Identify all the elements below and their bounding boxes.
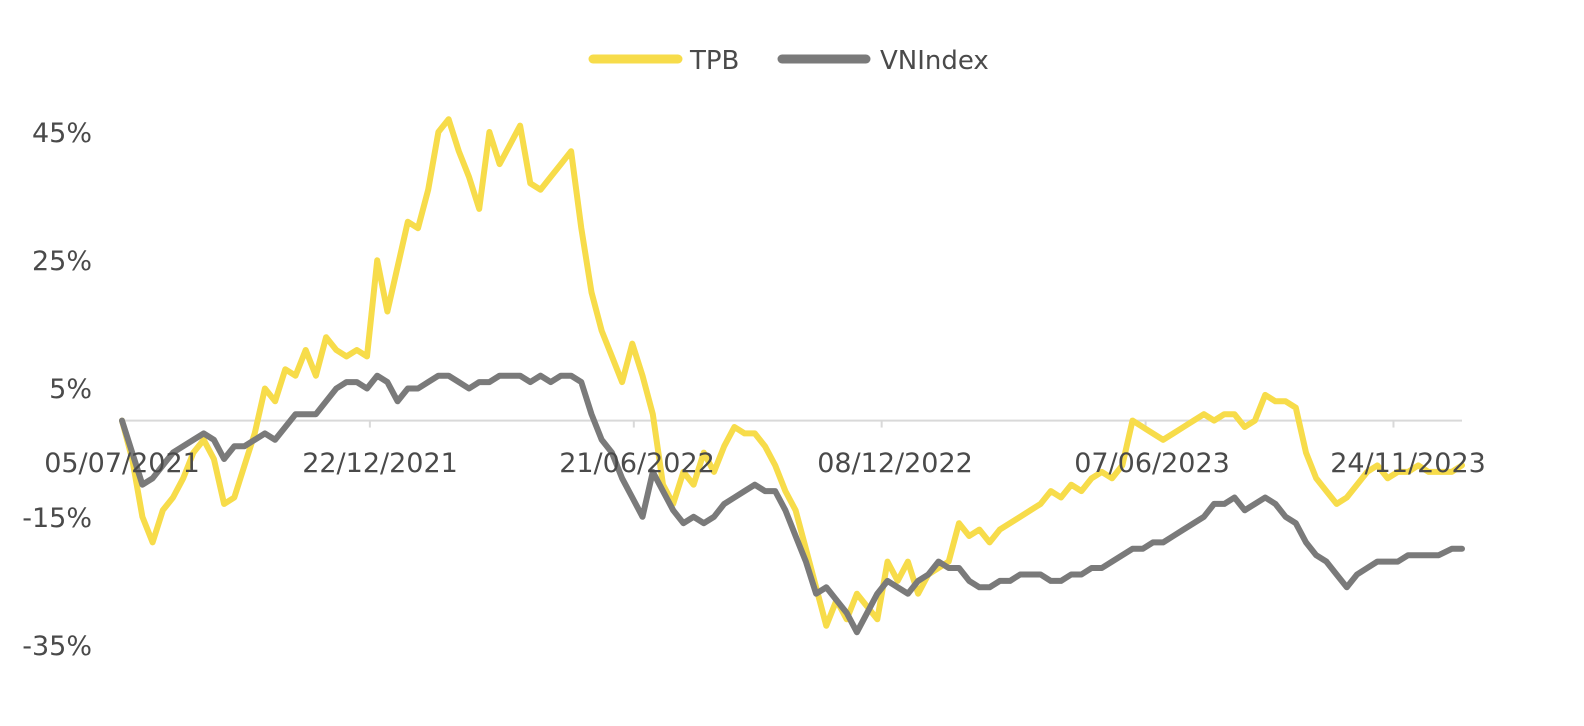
x-tick-label: 07/06/2023 — [1074, 448, 1230, 479]
x-tick-label: 22/12/2021 — [302, 448, 458, 479]
series-line-vnindex — [119, 372, 1465, 636]
y-tick-label: 5% — [49, 374, 92, 405]
legend: TPB VNIndex — [588, 46, 989, 76]
legend-label-tpb: TPB — [689, 46, 739, 76]
y-tick-label: 25% — [32, 246, 92, 277]
x-tick-label: 08/12/2022 — [817, 448, 973, 479]
y-tick-label: 45% — [32, 118, 92, 149]
y-tick-label: -15% — [22, 503, 92, 534]
x-axis: 05/07/2021 22/12/2021 21/06/2022 08/12/2… — [44, 448, 1486, 479]
zero-axis — [121, 419, 1462, 428]
series-line-tpb — [119, 116, 1465, 629]
series-layer — [119, 116, 1465, 636]
x-tick-label: 05/07/2021 — [44, 448, 200, 479]
y-tick-label: -35% — [22, 631, 92, 662]
x-tick-label: 24/11/2023 — [1330, 448, 1486, 479]
legend-label-vnindex: VNIndex — [880, 46, 989, 76]
x-tick-label: 21/06/2022 — [559, 448, 715, 479]
y-axis: 45% 25% 5% -15% -35% — [22, 118, 92, 662]
